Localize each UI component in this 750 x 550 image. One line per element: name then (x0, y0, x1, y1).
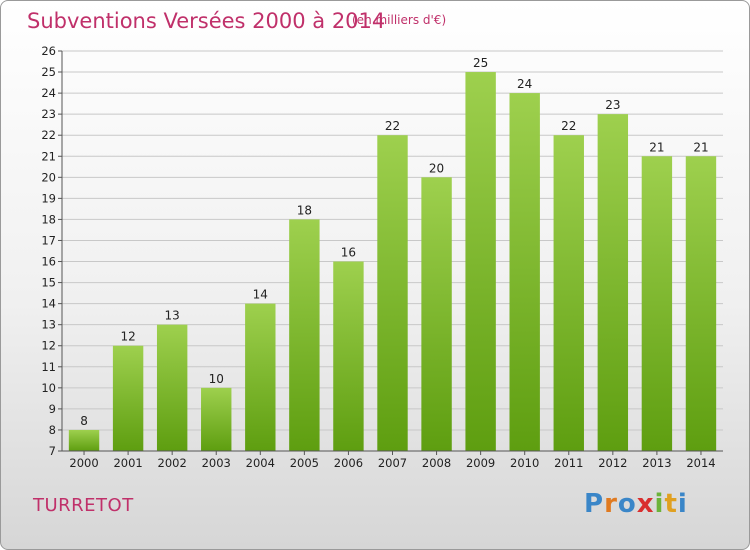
logo-letter: t (664, 489, 678, 519)
x-tick-label: 2011 (554, 456, 583, 470)
bar-value-label: 21 (649, 140, 664, 154)
logo-letter: o (617, 489, 637, 519)
bar-value-label: 24 (517, 77, 532, 91)
bar (112, 345, 144, 451)
y-tick-label: 25 (41, 65, 56, 79)
proxiti-logo: Proxiti (584, 489, 688, 519)
y-tick-label: 20 (41, 170, 56, 184)
bar-value-label: 10 (209, 372, 224, 386)
bar-value-label: 13 (165, 309, 180, 323)
x-tick-label: 2013 (642, 456, 671, 470)
x-tick-label: 2008 (422, 456, 451, 470)
x-tick-label: 2010 (510, 456, 539, 470)
bar-value-label: 16 (341, 246, 356, 260)
y-tick-label: 14 (41, 297, 56, 311)
x-tick-label: 2014 (686, 456, 715, 470)
x-tick-label: 2009 (466, 456, 495, 470)
y-tick-label: 11 (41, 360, 56, 374)
x-tick-label: 2012 (598, 456, 627, 470)
bar-value-label: 12 (120, 330, 135, 344)
logo-letter: i (677, 489, 688, 519)
x-tick-label: 2004 (246, 456, 275, 470)
y-tick-label: 17 (41, 233, 56, 247)
bar (421, 177, 452, 451)
bar-value-label: 14 (253, 288, 268, 302)
logo-letter: r (604, 489, 618, 519)
x-tick-label: 2003 (202, 456, 231, 470)
logo-letter: i (654, 489, 665, 519)
y-tick-label: 15 (41, 276, 56, 290)
bar-value-label: 22 (385, 119, 400, 133)
bar (289, 219, 320, 451)
x-tick-label: 2001 (113, 456, 142, 470)
bar-value-label: 20 (429, 161, 444, 175)
bar (245, 303, 276, 451)
bar-value-label: 22 (561, 119, 576, 133)
bar (201, 387, 232, 451)
y-tick-label: 18 (41, 212, 56, 226)
y-tick-label: 24 (41, 86, 56, 100)
y-tick-label: 23 (41, 107, 56, 121)
bar (597, 114, 629, 451)
y-tick-label: 26 (41, 44, 56, 58)
x-tick-label: 2006 (334, 456, 363, 470)
x-tick-label: 2007 (378, 456, 407, 470)
bar (553, 135, 584, 452)
commune-name: TURRETOT (33, 495, 134, 516)
bar (509, 93, 540, 452)
x-tick-label: 2000 (69, 456, 98, 470)
y-tick-label: 13 (41, 318, 56, 332)
bar (685, 156, 717, 451)
chart-subtitle: (en milliers d'€) (352, 13, 447, 27)
bar-value-label: 25 (473, 56, 488, 70)
logo-letter: x (636, 489, 655, 519)
y-tick-label: 22 (41, 128, 56, 142)
y-tick-label: 19 (41, 191, 56, 205)
bar (377, 135, 408, 452)
x-tick-label: 2005 (290, 456, 319, 470)
bar (641, 156, 673, 451)
y-tick-label: 10 (41, 381, 56, 395)
bar (68, 429, 100, 451)
y-tick-label: 21 (41, 149, 56, 163)
logo-letter: P (584, 489, 605, 519)
bar-value-label: 21 (693, 140, 708, 154)
y-tick-label: 7 (49, 444, 56, 458)
y-tick-label: 12 (41, 339, 56, 353)
y-tick-label: 9 (49, 402, 56, 416)
x-tick-label: 2002 (158, 456, 187, 470)
bar (333, 261, 364, 451)
chart-title: Subventions Versées 2000 à 2014 (27, 9, 386, 33)
bar-value-label: 18 (297, 203, 312, 217)
bar (465, 72, 496, 451)
bar (156, 324, 188, 451)
y-tick-label: 8 (49, 423, 56, 437)
bar-value-label: 8 (80, 414, 88, 428)
y-tick-label: 16 (41, 255, 56, 269)
bar-value-label: 23 (605, 98, 620, 112)
